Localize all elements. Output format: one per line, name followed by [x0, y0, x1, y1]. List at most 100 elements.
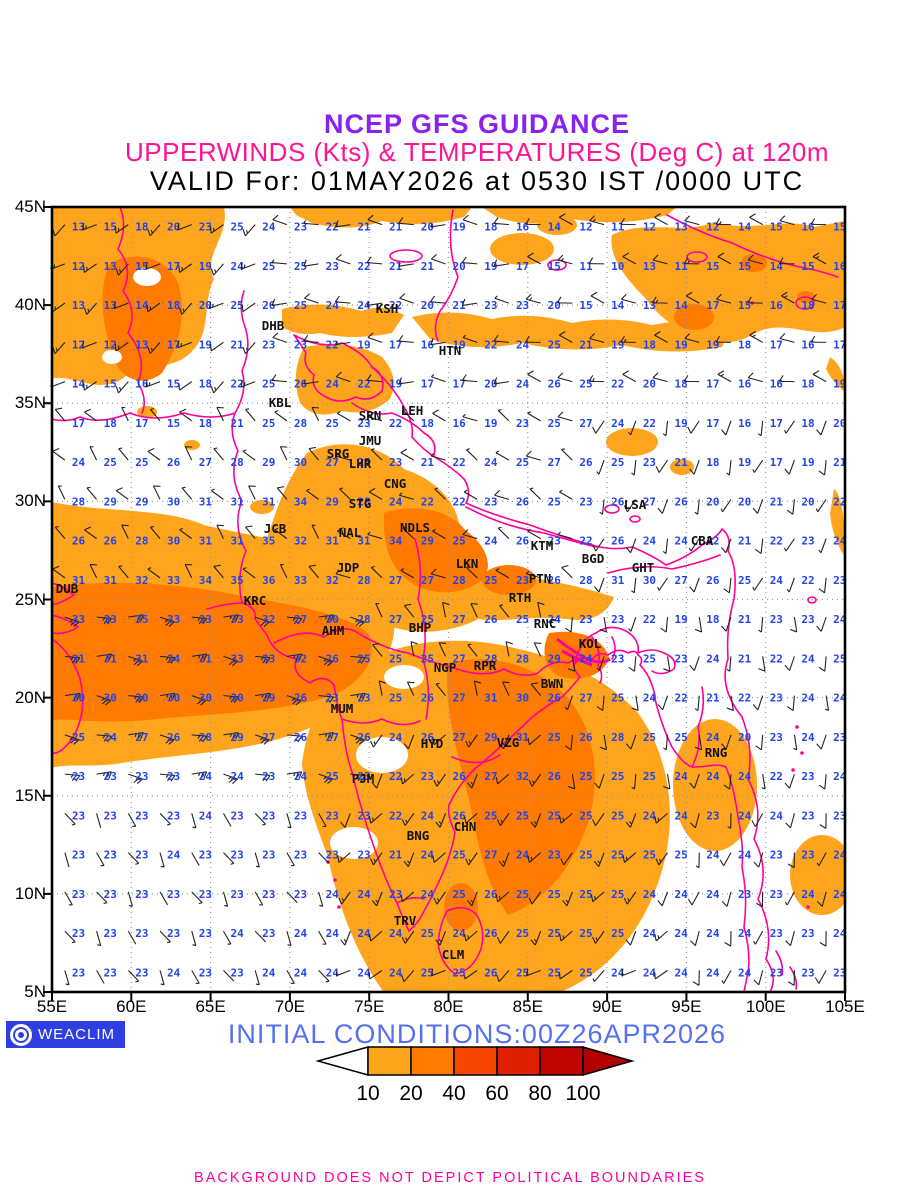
- svg-text:24: 24: [357, 888, 371, 901]
- svg-text:25: 25: [579, 770, 592, 783]
- svg-text:24: 24: [706, 927, 720, 940]
- city-label-ngp: NGP: [434, 660, 457, 675]
- svg-text:20: 20: [421, 221, 434, 234]
- city-label-dhb: DHB: [262, 318, 285, 333]
- svg-text:21: 21: [706, 692, 720, 705]
- svg-text:27: 27: [453, 613, 466, 626]
- svg-text:26: 26: [516, 535, 530, 548]
- svg-text:29: 29: [262, 456, 275, 469]
- svg-text:23: 23: [770, 849, 783, 862]
- svg-text:12: 12: [104, 338, 117, 351]
- svg-text:23: 23: [675, 652, 688, 665]
- lat-tick-label: 5N: [24, 982, 46, 1001]
- svg-text:28: 28: [516, 652, 529, 665]
- svg-text:26: 26: [484, 613, 498, 626]
- svg-text:24: 24: [801, 652, 815, 665]
- svg-text:23: 23: [357, 849, 370, 862]
- svg-text:23: 23: [611, 613, 624, 626]
- svg-text:30: 30: [199, 692, 212, 705]
- svg-text:24: 24: [326, 888, 340, 901]
- svg-text:28: 28: [357, 613, 370, 626]
- svg-text:23: 23: [833, 966, 846, 979]
- svg-text:25: 25: [643, 652, 656, 665]
- svg-text:32: 32: [262, 613, 275, 626]
- svg-text:16: 16: [738, 378, 752, 391]
- city-label-rnc: RNC: [534, 616, 557, 631]
- city-label-dub: DUB: [56, 581, 79, 596]
- svg-text:23: 23: [326, 260, 339, 273]
- svg-text:24: 24: [738, 849, 752, 862]
- svg-text:23: 23: [104, 888, 117, 901]
- city-label-lsa: LSA: [624, 497, 647, 512]
- svg-text:24: 24: [611, 417, 625, 430]
- lon-tick-label: 100E: [745, 997, 786, 1016]
- city-label-rng: RNG: [705, 745, 728, 760]
- svg-text:24: 24: [611, 966, 625, 979]
- legend-left-arrow: [315, 1046, 369, 1076]
- svg-text:21: 21: [230, 417, 244, 430]
- station-plots: 13 15 18 20 23 25 24 23 22 21 21 20 19 18 16 14 12 11 12 13…: [50, 213, 847, 986]
- svg-text:21: 21: [357, 221, 371, 234]
- svg-text:24: 24: [801, 692, 815, 705]
- svg-text:30: 30: [135, 692, 148, 705]
- svg-text:16: 16: [453, 417, 467, 430]
- svg-text:26: 26: [548, 770, 562, 783]
- weaclim-logo: WEACLIM: [6, 1021, 126, 1048]
- svg-text:23: 23: [104, 809, 117, 822]
- svg-text:25: 25: [516, 927, 529, 940]
- product-subtitle: UPPERWINDS (Kts) & TEMPERATURES (Deg C) …: [125, 137, 829, 167]
- city-label-bgd: BGD: [582, 551, 605, 566]
- svg-text:21: 21: [389, 260, 403, 273]
- city-label-hyd: HYD: [421, 736, 444, 751]
- svg-text:23: 23: [135, 927, 148, 940]
- svg-text:21: 21: [675, 456, 689, 469]
- title-block: NCEP GFS GUIDANCE UPPERWINDS (Kts) & TEM…: [54, 110, 900, 196]
- svg-text:15: 15: [104, 221, 117, 234]
- svg-text:22: 22: [738, 692, 751, 705]
- svg-text:27: 27: [135, 731, 148, 744]
- svg-text:24: 24: [294, 927, 308, 940]
- svg-text:27: 27: [453, 731, 466, 744]
- svg-text:23: 23: [167, 809, 180, 822]
- svg-text:28: 28: [135, 535, 148, 548]
- svg-text:23: 23: [833, 731, 846, 744]
- lat-tick-label: 40N: [14, 295, 46, 315]
- svg-text:24: 24: [833, 849, 847, 862]
- lon-tick-label: 105E: [825, 997, 865, 1016]
- svg-text:25: 25: [484, 574, 497, 587]
- svg-text:16: 16: [801, 221, 815, 234]
- svg-text:19: 19: [453, 221, 466, 234]
- svg-text:23: 23: [262, 927, 275, 940]
- svg-text:23: 23: [294, 809, 307, 822]
- map-canvas: 13 15 18 20 23 25 24 23 22 21 21 20 19 18 16 14 12 11 12 13…: [43, 205, 847, 1001]
- svg-text:23: 23: [833, 809, 846, 822]
- svg-text:35: 35: [230, 574, 243, 587]
- svg-text:13: 13: [72, 299, 85, 312]
- svg-text:19: 19: [675, 417, 688, 430]
- svg-text:23: 23: [230, 888, 243, 901]
- svg-text:23: 23: [801, 966, 814, 979]
- svg-text:23: 23: [104, 849, 117, 862]
- svg-text:29: 29: [326, 495, 339, 508]
- svg-text:24: 24: [770, 809, 784, 822]
- svg-text:23: 23: [104, 770, 117, 783]
- svg-text:24: 24: [389, 495, 403, 508]
- lat-tick-label: 45N: [14, 197, 46, 216]
- svg-text:19: 19: [675, 613, 688, 626]
- svg-text:24: 24: [706, 770, 720, 783]
- lon-tick-label: 65E: [195, 997, 226, 1016]
- svg-text:31: 31: [199, 535, 213, 548]
- svg-text:34: 34: [167, 652, 181, 665]
- svg-text:25: 25: [516, 456, 529, 469]
- svg-text:34: 34: [389, 535, 403, 548]
- axis-ticks: [43, 206, 846, 1001]
- svg-text:23: 23: [72, 927, 85, 940]
- legend-value: 20: [399, 1082, 422, 1105]
- legend-value: 100: [565, 1082, 600, 1105]
- svg-text:23: 23: [706, 809, 719, 822]
- svg-text:21: 21: [833, 456, 847, 469]
- city-label-rth: RTH: [509, 590, 532, 605]
- svg-text:24: 24: [484, 456, 498, 469]
- svg-text:18: 18: [801, 299, 814, 312]
- svg-text:20: 20: [706, 495, 719, 508]
